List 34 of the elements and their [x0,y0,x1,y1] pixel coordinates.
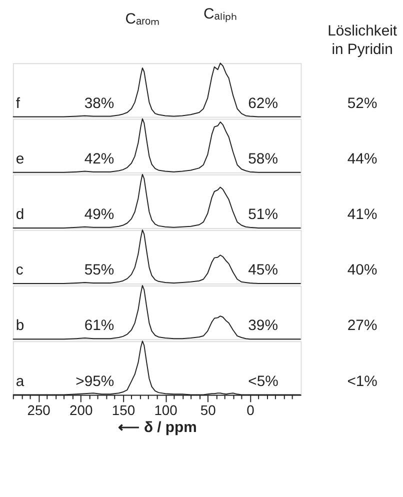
text: Löslichkeit in Pyridin [328,23,398,58]
annotation: Cₐₗᵢₚₕ [204,6,238,23]
annotation: 42% [84,151,114,168]
x-tick-label: 250 [27,402,51,418]
x-tick-label: 0 [246,402,255,418]
text: <1% [347,374,378,390]
annotation: 58% [248,151,278,168]
annotation: <5% [248,374,278,390]
annotation: Cₐᵣₒₘ [125,11,160,28]
x-axis-title: ⟵ δ / ppm [118,420,197,436]
annotation: c [16,262,24,279]
annotation: a [16,374,25,390]
annotation: 62% [248,96,278,112]
x-tick-label: 200 [70,402,93,418]
annotation: e [16,151,24,168]
text: 44% [347,151,378,168]
annotation: 49% [84,207,114,224]
annotation: 38% [84,96,114,112]
text: 41% [347,207,378,224]
annotation: f [16,96,21,112]
x-tick-label: 100 [154,402,178,418]
annotation: >95% [76,374,114,390]
annotation: 45% [248,262,278,279]
annotation: b [16,318,24,334]
annotation: 51% [248,207,278,224]
annotation: 55% [84,262,114,279]
annotation: 39% [248,318,278,334]
text: 27% [347,318,378,334]
text: 40% [347,262,378,279]
x-tick-label: 150 [112,402,136,418]
text: 52% [347,96,378,112]
annotation: d [16,207,24,224]
annotation: 61% [84,318,114,334]
x-tick-label: 50 [200,402,216,418]
